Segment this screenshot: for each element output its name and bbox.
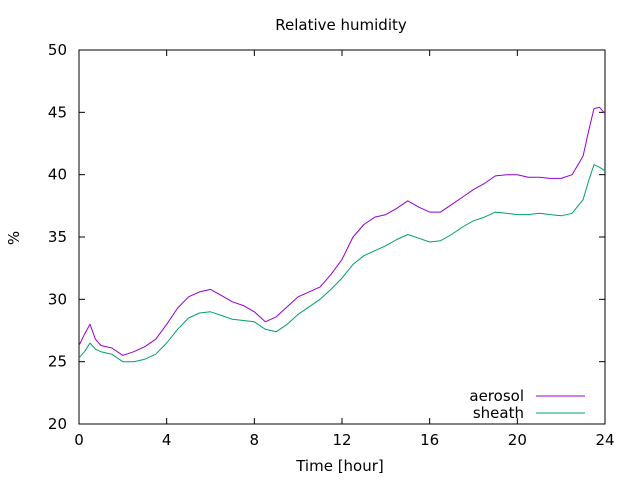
y-tick-label: 30 (48, 290, 67, 308)
x-tick-label: 8 (250, 431, 260, 449)
plot-frame (78, 49, 606, 425)
series-layer (78, 106, 606, 363)
x-tick-label: 16 (420, 431, 439, 449)
y-tick-label: 40 (48, 166, 67, 184)
series-line-aerosol (78, 106, 606, 356)
y-tick-label: 50 (48, 41, 67, 59)
x-axis-label: Time [hour] (295, 457, 384, 475)
x-tick-label: 24 (595, 431, 614, 449)
x-tick-label: 20 (508, 431, 527, 449)
x-tick-label: 0 (74, 431, 84, 449)
y-tick-label: 45 (48, 103, 67, 121)
y-tick-label: 20 (48, 415, 67, 433)
chart-title: Relative humidity (275, 16, 407, 34)
x-tick-label: 4 (162, 431, 172, 449)
legend-label-aerosol: aerosol (469, 387, 524, 405)
y-tick-label: 35 (48, 228, 67, 246)
y-axis-label: % (5, 231, 23, 245)
ticks-layer: 0 4 8 12 16 20 24 20 25 30 35 40 45 50 (48, 41, 615, 449)
series-line-sheath (78, 164, 606, 363)
y-tick-label: 25 (48, 353, 67, 371)
legend-label-sheath: sheath (473, 404, 524, 422)
x-tick-label: 12 (332, 431, 351, 449)
